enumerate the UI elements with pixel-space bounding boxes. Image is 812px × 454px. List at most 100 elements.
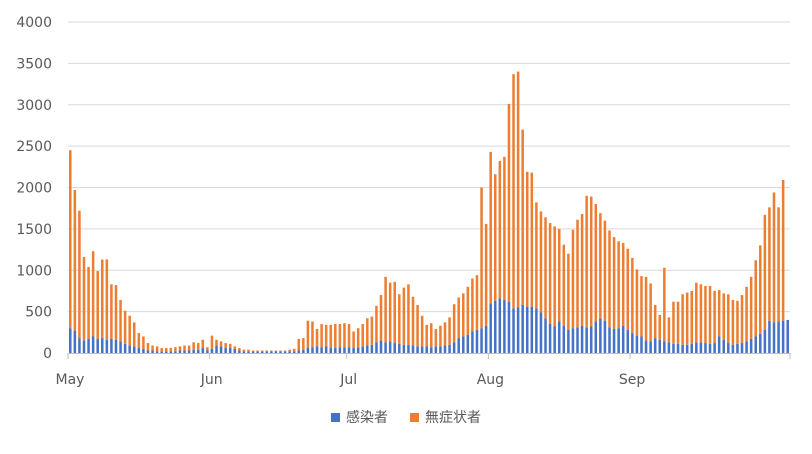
bar-series-1 [471,331,474,353]
bar-series-2 [471,278,474,332]
bar-series-1 [233,348,237,353]
bar-series-1 [489,303,492,353]
bar-series-2 [434,329,438,347]
bar-series-1 [484,325,488,353]
bar-series-1 [626,329,630,353]
bar-series-1 [612,329,616,353]
bar-series-2 [731,300,735,345]
bar-series-1 [539,312,543,353]
bar-series-1 [599,318,602,353]
bar-series-1 [754,336,757,353]
y-tick-label: 3000 [16,98,52,114]
bar-series-2 [759,245,762,334]
bar-series-1 [361,346,364,353]
bar-series-1 [151,350,154,353]
bar-series-2 [196,343,200,350]
bar-series-1 [649,341,652,353]
bar-series-2 [133,322,136,347]
bar-series-1 [439,346,442,353]
bar-series-1 [525,306,529,353]
y-tick-label: 3500 [16,56,52,72]
bar-series-2 [754,260,757,337]
bar-series-1 [462,336,465,353]
bar-series-2 [416,305,419,347]
bar-series-2 [398,294,401,344]
bar-series-1 [347,347,351,353]
bar-series-2 [219,341,223,347]
bar-series-1 [256,351,259,353]
x-tick-label: Jun [200,372,223,388]
bar-series-1 [178,350,182,353]
bar-series-1 [206,350,209,353]
bar-series-2 [571,229,575,329]
bar-series-1 [416,346,419,353]
bar-series-1 [621,325,625,353]
bar-series-1 [329,348,333,353]
bar-series-1 [713,343,716,353]
bar-series-1 [466,334,470,353]
bar-series-1 [228,348,232,353]
y-tick-label: 4000 [16,15,52,31]
bar-series-2 [82,257,86,341]
bar-series-1 [507,301,511,353]
bar-series-1 [658,339,662,353]
bar-series-2 [123,310,127,344]
bar-series-2 [251,350,255,352]
bar-series-1 [635,335,639,353]
bar-series-1 [544,318,547,353]
bar-series-2 [375,305,378,343]
bar-series-1 [279,351,282,353]
bar-series-1 [672,343,675,353]
bar-series-2 [174,347,177,352]
bar-series-1 [781,320,785,353]
bar-series-1 [324,346,328,353]
bar-series-2 [238,348,241,351]
bar-series-1 [110,338,113,353]
bar-series-2 [274,350,278,352]
bar-series-1 [91,336,95,353]
y-tick-label: 2000 [16,181,52,197]
bar-series-2 [589,196,593,327]
bar-series-2 [169,348,173,352]
bar-series-1 [343,347,346,353]
bar-series-1 [576,327,579,353]
bar-series-1 [283,351,287,353]
bar-series-2 [704,285,707,344]
bar-series-1 [183,350,186,353]
bar-series-2 [201,339,205,349]
bar-series-2 [521,129,524,306]
bar-series-1 [759,333,762,353]
bar-series-1 [334,348,337,353]
bar-series-2 [210,335,214,349]
bar-series-2 [178,346,182,351]
bar-series-2 [324,324,328,347]
bar-series-1 [82,340,86,353]
bar-series-2 [260,350,264,352]
bar-series-2 [722,293,725,340]
bar-series-1 [498,298,502,353]
bar-series-2 [247,349,250,352]
bar-series-2 [599,213,602,319]
bar-series-1 [768,320,771,353]
bar-series-2 [475,275,479,330]
bar-series-1 [238,350,241,353]
bar-series-2 [653,305,657,339]
bar-series-2 [516,71,520,308]
bar-series-1 [452,342,456,353]
bar-series-1 [288,351,291,353]
bar-series-1 [370,344,374,353]
bar-series-1 [251,351,255,353]
bar-series-1 [667,342,671,353]
bar-series-1 [87,338,90,353]
bar-series-2 [315,329,319,347]
bar-series-1 [137,348,141,353]
bar-series-1 [585,327,588,353]
bar-series-2 [352,331,355,349]
bar-series-2 [644,276,648,341]
bar-series-2 [457,297,460,339]
bar-series-2 [187,345,191,351]
bar-series-2 [183,345,186,351]
bar-series-1 [653,338,657,353]
bar-series-1 [210,348,214,353]
bar-series-2 [155,346,159,352]
